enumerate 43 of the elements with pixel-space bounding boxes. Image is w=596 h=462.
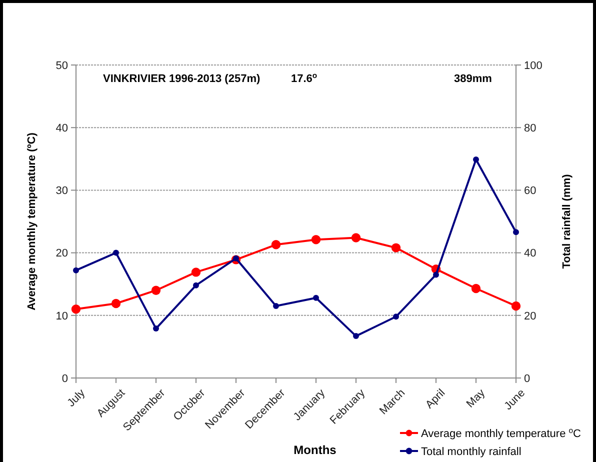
y-tick-label: 50 <box>56 60 68 72</box>
point <box>73 267 79 274</box>
point <box>191 268 201 277</box>
y2-axis-title: Total rainfall (mm) <box>561 174 573 269</box>
point <box>351 233 361 242</box>
annotation: 17.6$^{o}$ <box>291 70 318 85</box>
point <box>391 243 401 252</box>
point <box>111 298 121 308</box>
point <box>433 272 439 278</box>
y-axis-title: Average monthly temperature (ºC) <box>26 132 38 310</box>
y2-tick-label: 100 <box>524 60 542 72</box>
y-tick-label: 40 <box>56 122 68 134</box>
point <box>353 333 359 340</box>
point <box>393 314 399 320</box>
point <box>271 240 281 250</box>
y2-tick-label: 40 <box>524 248 536 260</box>
y2-tick-label: 60 <box>524 185 536 198</box>
y2-tick-label: 80 <box>524 122 536 134</box>
point <box>471 284 481 294</box>
point <box>71 304 81 314</box>
point <box>151 286 161 295</box>
y-tick-label: 0 <box>62 372 68 385</box>
point <box>513 229 519 236</box>
point <box>473 156 479 163</box>
point <box>193 282 199 288</box>
y-tick-label: 10 <box>56 310 68 322</box>
x-axis-title: Months <box>294 443 337 457</box>
point <box>313 294 319 301</box>
y2-tick-label: 0 <box>524 372 530 385</box>
x-tick-label: May <box>464 386 488 410</box>
annotation: 389mm <box>454 73 492 85</box>
point <box>153 326 159 332</box>
point <box>113 250 119 256</box>
y-tick-label: 30 <box>56 185 68 198</box>
legend-label: Total monthly rainfall <box>421 446 522 458</box>
point <box>311 235 321 244</box>
point <box>273 303 279 310</box>
point <box>511 301 521 311</box>
y-tick-label: 20 <box>56 248 68 260</box>
text: VINKRIVIER 1996-2013 (257m) <box>103 73 260 85</box>
y2-tick-label: 20 <box>524 310 536 322</box>
legend-label: Average monthly temperature $^{o}$C <box>421 425 582 440</box>
x-tick-label: July <box>65 386 88 410</box>
